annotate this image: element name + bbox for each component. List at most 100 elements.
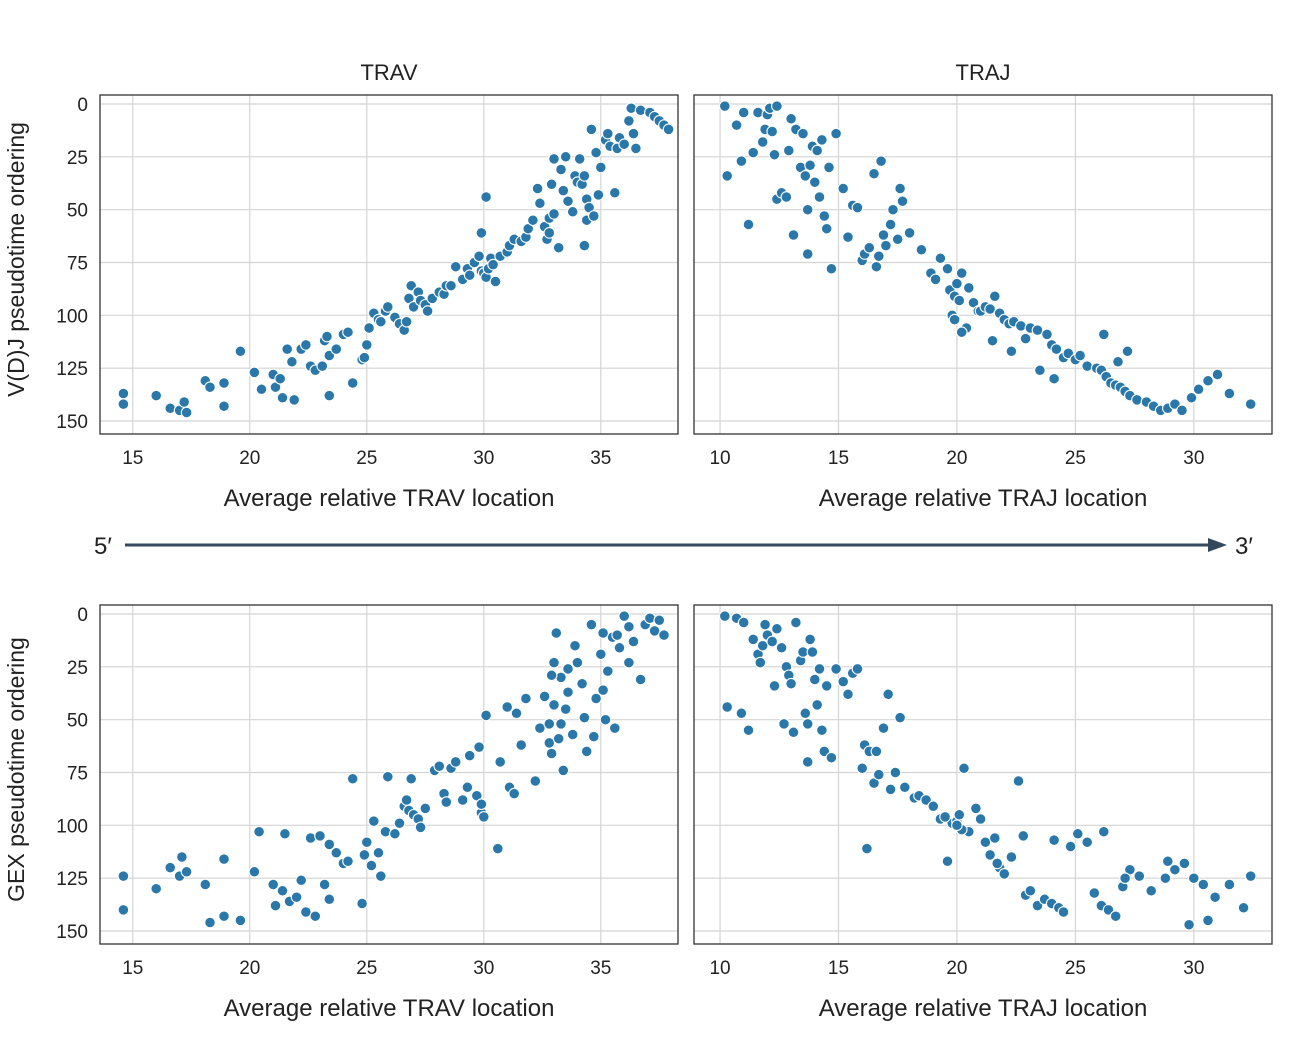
scatter-point — [381, 770, 394, 783]
scatter-point — [372, 846, 385, 859]
x-tick-label: 20 — [239, 448, 260, 469]
scatter-point — [234, 345, 247, 358]
scatter-point — [1088, 887, 1101, 899]
scatter-point — [771, 100, 783, 112]
scatter-point — [1197, 878, 1210, 891]
scatter-point — [898, 781, 911, 794]
scatter-point — [253, 825, 265, 838]
scatter-point — [480, 709, 492, 722]
scatter-point — [473, 250, 485, 263]
scatter-point — [618, 610, 631, 622]
scatter-point — [880, 239, 892, 252]
scatter-point — [1202, 374, 1214, 387]
scatter-point — [718, 100, 731, 112]
scatter-point — [1185, 391, 1198, 404]
scatter-point — [979, 836, 992, 849]
scatter-point — [515, 739, 528, 751]
scatter-point — [658, 629, 670, 641]
scatter-point — [953, 294, 966, 307]
x-axis-label: Average relative TRAJ location — [819, 995, 1148, 1022]
scatter-point — [766, 635, 779, 648]
scatter-point — [799, 707, 812, 720]
scatter-point — [117, 904, 130, 916]
scatter-point — [782, 144, 795, 157]
scatter-point — [1244, 870, 1257, 882]
arrow-start-label: 5′ — [94, 533, 112, 560]
scatter-point — [414, 821, 427, 834]
panel-top-left: 15 20 25 30 35 0 25 50 75 100 125 150 V(D)J pseudoti… — [3, 60, 679, 512]
arrow-head-icon — [1208, 538, 1227, 552]
scatter-point — [801, 756, 814, 768]
scatter-point — [1048, 372, 1060, 385]
x-axis-label: Average relative TRAJ location — [819, 485, 1148, 512]
scatter-point — [475, 798, 488, 811]
scatter-point — [508, 787, 521, 800]
scatter-point — [117, 387, 130, 400]
scatter-point — [816, 724, 828, 737]
scatter-point — [768, 148, 781, 161]
scatter-point — [576, 677, 588, 690]
scatter-point — [463, 749, 476, 762]
scatter-point — [204, 916, 216, 929]
scatter-point — [248, 366, 261, 379]
scatter-point — [1097, 825, 1110, 838]
x-tick-label: 15 — [828, 958, 849, 979]
scatter-point — [775, 641, 788, 654]
scatter-point — [1159, 872, 1172, 885]
scatter-point — [379, 825, 392, 838]
scatter-point — [342, 326, 354, 339]
scatter-point — [491, 842, 504, 855]
scatter-point — [1024, 884, 1037, 897]
scatter-point — [830, 663, 842, 675]
scatter-point — [820, 222, 833, 235]
scatter-point — [1209, 891, 1221, 904]
scatter-point — [870, 260, 883, 273]
scatter-point — [316, 360, 329, 372]
scatter-point — [927, 800, 940, 813]
scatter-point — [548, 208, 560, 220]
y-tick-label: 100 — [56, 816, 88, 837]
scatter-point — [1145, 884, 1158, 897]
scatter-point — [456, 794, 469, 806]
scatter-point — [737, 106, 750, 119]
scatter-point — [1192, 383, 1205, 396]
scatter-point — [295, 874, 308, 887]
scatter-point — [1202, 914, 1214, 927]
scatter-point — [592, 189, 605, 201]
scatter-point — [527, 214, 539, 227]
y-axis-label: V(D)J pseudotime ordering — [3, 122, 29, 397]
scatter-point — [557, 184, 570, 197]
scatter-point — [813, 663, 826, 675]
scatter-point — [718, 610, 731, 622]
scatter-point — [806, 646, 819, 658]
scatter-point — [870, 745, 883, 758]
scatter-point — [150, 389, 163, 402]
scatter-point — [449, 756, 462, 768]
scatter-point — [974, 813, 987, 825]
scatter-point — [785, 677, 797, 690]
scatter-point — [601, 127, 614, 140]
scatter-point — [951, 277, 963, 290]
scatter-point — [545, 178, 558, 191]
scatter-point — [477, 811, 490, 823]
scatter-point — [662, 123, 675, 136]
scatter-point — [894, 182, 906, 195]
scatter-point — [986, 334, 999, 347]
scatter-point — [480, 191, 492, 203]
y-tick-label: 150 — [56, 412, 88, 433]
direction-arrow: 5′ 3′ — [94, 533, 1253, 560]
scatter-point — [164, 402, 177, 415]
scatter-point — [771, 622, 783, 635]
scatter-point — [248, 865, 261, 878]
scatter-point — [538, 690, 551, 703]
scatter-point — [594, 161, 607, 174]
scatter-point — [288, 394, 301, 406]
scatter-point — [463, 269, 476, 282]
scatter-point — [286, 355, 298, 368]
scatter-point — [578, 170, 591, 182]
plot-frame — [99, 94, 679, 435]
scatter-point — [548, 656, 560, 669]
scatter-point — [1012, 775, 1025, 787]
scatter-point — [281, 343, 294, 355]
